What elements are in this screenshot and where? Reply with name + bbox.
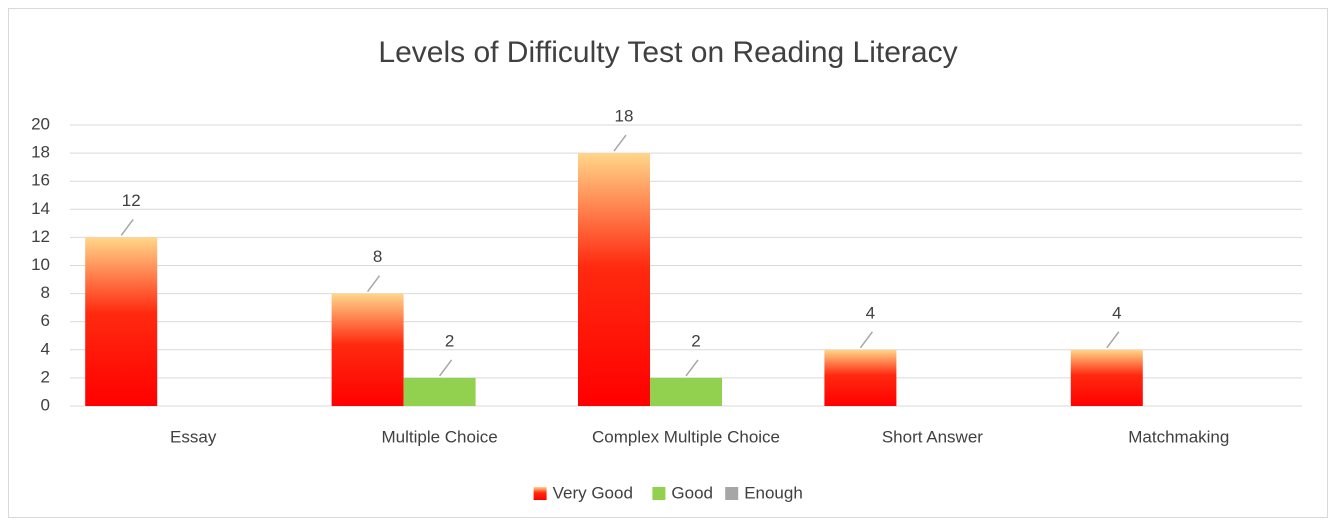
leader-line (120, 218, 134, 236)
bar (85, 237, 158, 406)
y-tick-label: 20 (31, 114, 50, 133)
bar (650, 377, 722, 406)
bar (1070, 349, 1143, 406)
bar (824, 349, 897, 406)
y-tick-label: 0 (41, 395, 50, 414)
y-tick-label: 8 (41, 283, 50, 302)
legend-label: Very Good (553, 483, 633, 502)
y-tick-label: 14 (31, 199, 50, 218)
chart-title: Levels of Difficulty Test on Reading Lit… (378, 36, 957, 69)
data-label: 2 (445, 331, 454, 350)
data-label: 4 (866, 303, 875, 322)
chart-frame (8, 8, 1328, 518)
x-tick-label: Matchmaking (1128, 427, 1229, 446)
x-tick-label: Short Answer (882, 427, 983, 446)
leader-line (439, 359, 453, 377)
data-label: 12 (122, 191, 141, 210)
bar (578, 153, 650, 406)
data-label: 18 (615, 107, 634, 126)
y-tick-label: 12 (31, 227, 50, 246)
x-tick-label: Complex Multiple Choice (592, 427, 780, 446)
bar (331, 293, 404, 406)
y-tick-label: 4 (41, 339, 50, 358)
y-tick-label: 2 (41, 367, 50, 386)
leader-line (367, 275, 381, 293)
legend-swatch (725, 487, 739, 500)
y-tick-label: 18 (31, 143, 50, 162)
y-tick-label: 16 (31, 171, 50, 190)
legend-swatch (533, 487, 547, 500)
y-tick-label: 10 (31, 255, 50, 274)
data-label: 4 (1112, 303, 1121, 322)
legend-swatch (652, 487, 666, 500)
leader-line (613, 134, 627, 152)
x-tick-label: Multiple Choice (381, 427, 497, 446)
data-label: 2 (691, 331, 700, 350)
bar (403, 377, 476, 406)
legend-label: Good (671, 483, 713, 502)
y-tick-label: 6 (41, 311, 50, 330)
leader-line (685, 359, 699, 377)
data-label: 8 (373, 247, 382, 266)
leader-line (1106, 331, 1120, 349)
x-tick-label: Essay (170, 427, 217, 446)
legend-label: Enough (744, 483, 803, 502)
leader-line (859, 331, 874, 349)
